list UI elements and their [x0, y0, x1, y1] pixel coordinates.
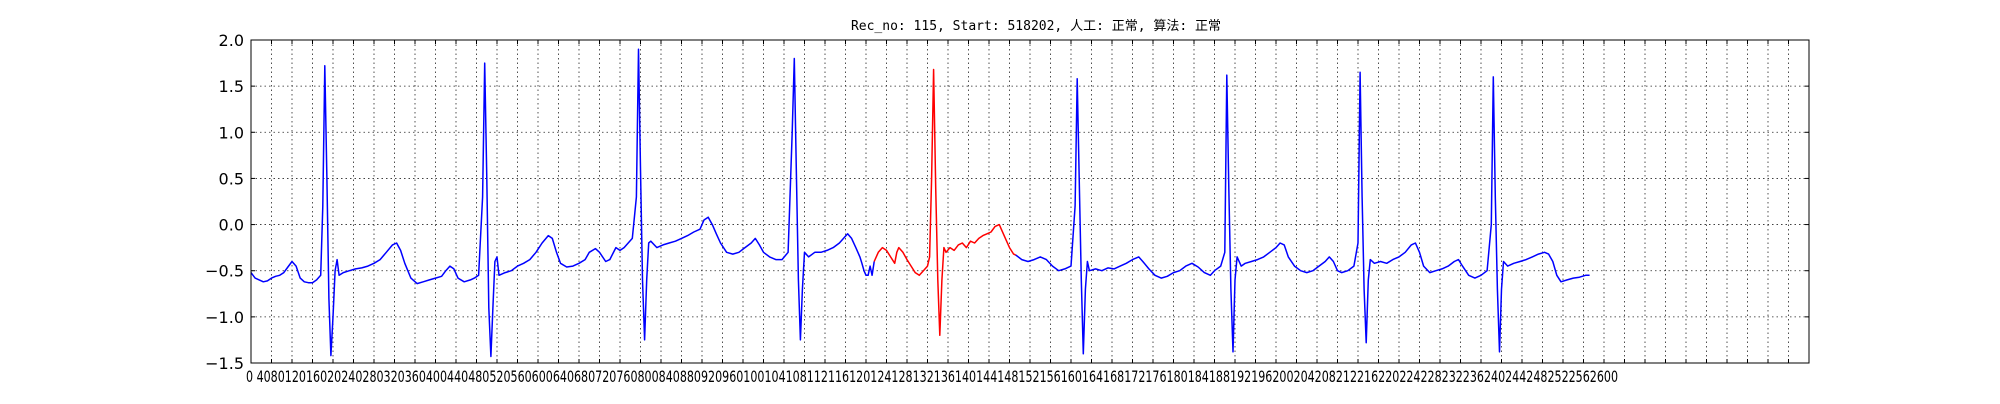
y-tick-label: 0.0 — [219, 216, 244, 235]
grid — [251, 40, 1809, 363]
y-tick-label: 1.5 — [219, 77, 244, 96]
y-axis: −1.5 −1.0 −0.5 0.0 0.5 1.0 1.5 2.0 — [205, 31, 1809, 373]
y-tick-label: 0.5 — [219, 169, 244, 188]
ecg-series-normal-after — [1015, 71, 1590, 355]
y-tick-label: 1.0 — [219, 123, 244, 142]
series-group — [250, 48, 1590, 358]
ecg-series-normal-before — [250, 48, 875, 358]
y-tick-label: 2.0 — [219, 31, 244, 50]
y-tick-label: −1.5 — [205, 354, 244, 373]
y-tick-label: −0.5 — [205, 262, 244, 281]
x-axis: 0 40801201602024028032036040044048052056… — [246, 40, 1810, 386]
x-tick-labels: 0 40801201602024028032036040044048052056… — [246, 367, 1618, 386]
chart-title: Rec_no: 115, Start: 518202, 人工: 正常, 算法: … — [851, 19, 1221, 34]
ecg-series-highlighted-beat — [873, 68, 1016, 337]
y-tick-label: −1.0 — [205, 308, 244, 327]
